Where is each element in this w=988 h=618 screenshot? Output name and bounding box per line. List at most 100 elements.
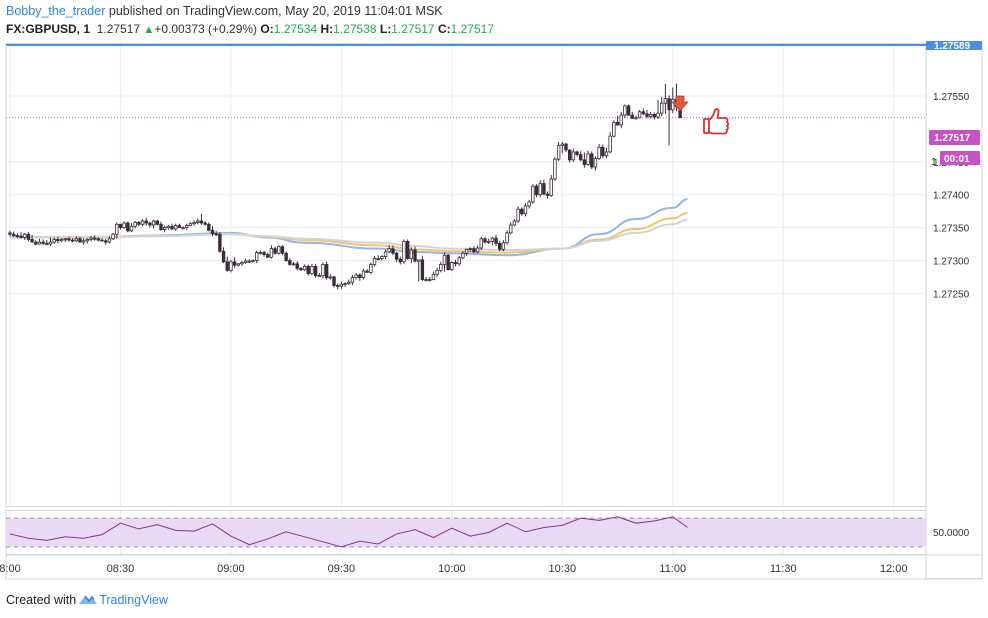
high-label: H: (320, 22, 334, 36)
candle (428, 276, 432, 282)
candle-body (498, 242, 502, 250)
candle-body (597, 146, 601, 159)
candle-body (100, 239, 104, 242)
candle (645, 109, 649, 119)
time-tick-label: 10:00 (438, 563, 466, 575)
candle-body (347, 281, 351, 284)
candle (604, 147, 609, 158)
candle (608, 132, 612, 154)
candle-body (107, 238, 112, 243)
candle-body (159, 223, 163, 230)
candle-body (229, 261, 233, 271)
candle (203, 221, 207, 226)
candle (634, 115, 638, 120)
candle (417, 259, 421, 282)
candle-body (667, 98, 671, 111)
candle (369, 262, 373, 275)
candle-body (45, 242, 49, 245)
candle-body (505, 232, 509, 244)
candle (122, 221, 126, 229)
candle-body (321, 264, 325, 277)
candle-body (173, 225, 178, 230)
candle-body (23, 233, 27, 238)
candle (302, 264, 307, 272)
candle (402, 239, 406, 264)
candle (579, 151, 583, 162)
candle-body (203, 222, 207, 225)
candle-body (358, 274, 362, 279)
candle (34, 240, 38, 246)
candle-body (111, 233, 115, 240)
candle-body (328, 276, 333, 279)
candle (472, 246, 476, 254)
candle (523, 203, 528, 217)
candle (37, 238, 42, 245)
candle (626, 104, 631, 116)
candle (67, 236, 71, 242)
candle (652, 112, 657, 120)
candle-body (486, 241, 491, 243)
time-tick-label: 09:30 (328, 563, 356, 575)
candle-body (70, 239, 75, 242)
candle-body (262, 252, 266, 255)
low-value: 1.27517 (391, 22, 435, 36)
candle (380, 255, 384, 261)
candle (457, 255, 461, 266)
candle-body (383, 251, 388, 257)
candle-body (317, 275, 321, 278)
candle (118, 223, 123, 230)
candle-body (243, 260, 248, 263)
candle-body (277, 246, 281, 254)
candle-body (129, 225, 134, 232)
candle (214, 230, 218, 237)
candle-body (575, 151, 579, 155)
candle (317, 273, 321, 278)
candle (663, 84, 668, 114)
candle (376, 255, 380, 261)
candle (247, 259, 252, 264)
candle-body (56, 239, 60, 242)
candle-body (284, 252, 288, 261)
candle-body (30, 239, 34, 243)
time-axis-labels: 8:00 08:30 09:00 09:30 10:00 10:30 11:00 11:30 1… (0, 563, 907, 575)
symbol-label[interactable]: FX:GBPUSD, 1 (6, 22, 91, 36)
last-price-value: 1.27517 (96, 22, 141, 36)
candle (667, 95, 671, 146)
candle-body (652, 114, 657, 118)
author-link[interactable]: Bobby_the_trader (6, 4, 106, 18)
candle (280, 245, 285, 256)
created-with-text: Created with (6, 593, 77, 607)
candle (310, 263, 314, 275)
candle-body (527, 201, 531, 207)
candle (8, 230, 12, 237)
candle (350, 274, 355, 285)
candle-body (19, 235, 23, 238)
candle (89, 236, 93, 242)
candle (520, 207, 524, 216)
candle-body (405, 241, 410, 259)
price-tick-label: 1.27350 (933, 224, 970, 235)
candle-body (579, 154, 583, 161)
candle (100, 238, 104, 242)
candle (210, 226, 215, 237)
candle (144, 217, 148, 226)
tradingview-link[interactable]: TradingView (99, 593, 168, 607)
candle (19, 232, 23, 239)
tradingview-logo-icon (79, 595, 98, 604)
candle (192, 220, 196, 226)
thumbs-up-icon[interactable] (703, 108, 730, 135)
candle (107, 236, 112, 244)
candle-body (372, 258, 377, 265)
candle-body (118, 223, 123, 228)
down-arrow-icon[interactable] (671, 95, 689, 112)
candle (266, 252, 270, 258)
candle (221, 247, 226, 264)
candle-body (479, 238, 483, 249)
candle (398, 256, 402, 265)
candle-body (564, 143, 568, 151)
candle-body (137, 221, 141, 225)
candle (549, 174, 553, 197)
candle (273, 246, 277, 255)
candle (199, 213, 204, 225)
